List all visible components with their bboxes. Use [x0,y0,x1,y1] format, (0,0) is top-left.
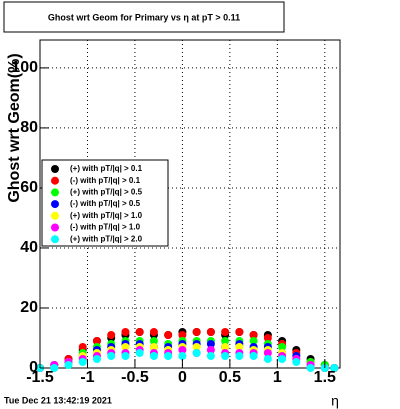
legend-label: (+) with pT/|q| > 0.5 [70,188,143,197]
y-tick-label: 0 [29,359,38,376]
marker [235,327,244,336]
marker [330,364,339,372]
legend-label: (-) with pT/|q| > 1.0 [70,223,141,232]
timestamp: Tue Dec 21 13:42:19 2021 [4,395,112,405]
y-tick-label: 100 [11,59,38,76]
legend-label: (+) with pT/|q| > 0.1 [70,164,143,173]
marker [278,354,287,363]
marker [206,351,215,360]
y-tick-label: 60 [20,179,38,196]
marker [164,351,173,360]
marker [221,351,230,360]
marker [92,354,101,363]
marker [263,333,272,342]
marker [249,336,258,345]
x-tick-label: -1 [80,369,94,386]
marker [50,364,59,372]
marker [149,351,158,360]
marker [192,342,201,351]
marker [178,345,187,354]
marker [164,330,173,339]
x-tick-label: 0.5 [219,369,241,386]
marker [278,342,287,351]
marker [249,351,258,360]
marker [149,342,158,351]
legend-label: (+) with pT/|q| > 1.0 [70,211,143,220]
legend-marker [51,188,59,197]
marker [235,351,244,360]
marker [178,351,187,360]
marker [235,342,244,351]
marker [121,327,130,336]
x-tick-label: 1.5 [314,369,336,386]
legend-label: (-) with pT/|q| > 0.5 [70,199,141,208]
marker [135,327,144,336]
legend-marker [51,176,59,185]
marker [121,342,130,351]
marker [221,342,230,351]
legend-label: (-) with pT/|q| > 0.1 [70,176,141,185]
legend-label: (+) with pT/|q| > 2.0 [70,234,143,243]
marker [306,364,315,372]
marker [178,330,187,339]
marker [92,336,101,345]
y-tick-label: 80 [20,119,38,136]
marker [149,336,158,345]
legend-marker [51,235,59,244]
y-tick-label: 40 [20,239,38,256]
marker [263,348,272,357]
marker [206,339,215,348]
marker [192,348,201,357]
x-tick-label: 0 [178,369,187,386]
legend-box [41,159,169,247]
legend-marker [51,211,59,220]
marker [78,357,87,366]
marker [206,327,215,336]
legend-marker [51,165,59,173]
x-tick-label: -0.5 [121,369,149,386]
marker [121,351,130,360]
title-box [3,1,285,33]
marker [107,330,116,339]
marker [263,354,272,363]
marker [249,330,258,339]
marks [36,40,340,372]
x-tick-label: 1 [273,369,282,386]
marker [292,357,301,366]
marker [221,327,230,336]
x-axis-title: η [331,393,339,409]
chart-title: Ghost wrt Geom for Primary vs η at pT > … [48,12,240,22]
marker [206,345,215,354]
marker [135,348,144,357]
marker [192,327,201,336]
marker [78,342,87,351]
marker [149,327,158,336]
legend-marker [51,200,59,209]
y-tick-label: 20 [20,299,38,316]
marker [221,336,230,345]
marker [107,351,116,360]
y-axis-title: Ghost wrt Geom(%) [6,53,23,202]
marker [64,360,73,369]
legend-marker [51,223,59,232]
x-tick-label: -1.5 [26,369,54,386]
